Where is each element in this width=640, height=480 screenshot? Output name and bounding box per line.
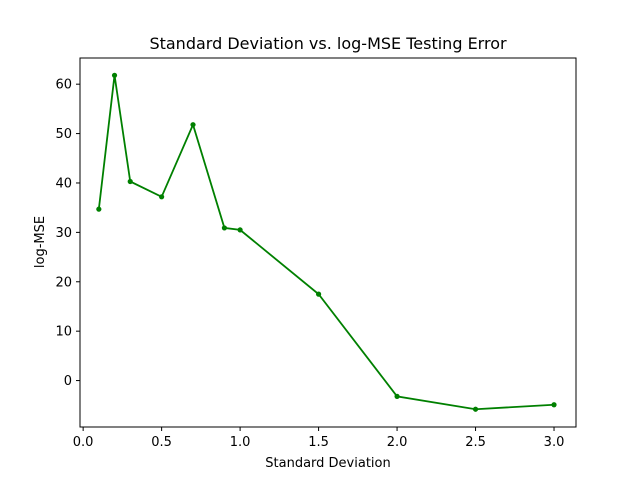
y-axis-label: log-MSE	[33, 216, 48, 268]
x-axis-label: Standard Deviation	[265, 456, 390, 471]
y-tick-label: 40	[55, 176, 72, 191]
x-axis-ticks: 0.0 0.5 1.0 1.5 2.0 2.5 3.0	[73, 427, 565, 450]
y-tick-label: 30	[55, 226, 72, 241]
y-axis-ticks: 0 10 20 30 40 50 60	[55, 78, 80, 389]
chart-title: Standard Deviation vs. log-MSE Testing E…	[149, 34, 507, 53]
y-tick-label: 10	[55, 325, 72, 340]
y-tick-label: 20	[55, 275, 72, 290]
series-points	[96, 72, 557, 412]
axes-frame	[79, 57, 577, 428]
x-tick-label: 2.0	[387, 435, 408, 450]
data-point	[159, 194, 165, 200]
x-tick-label: 1.5	[308, 435, 329, 450]
plot-area	[96, 72, 557, 412]
x-tick-label: 0.5	[151, 435, 172, 450]
data-point	[111, 72, 118, 78]
x-tick-label: 3.0	[544, 435, 565, 450]
data-point	[472, 406, 479, 412]
data-point	[96, 206, 102, 212]
data-point	[237, 227, 243, 233]
x-tick-label: 1.0	[230, 435, 251, 450]
x-tick-label: 0.0	[73, 435, 94, 450]
data-point	[551, 402, 557, 408]
data-point	[190, 122, 196, 128]
x-tick-label: 2.5	[465, 435, 486, 450]
data-point	[315, 291, 322, 297]
data-point	[221, 225, 228, 231]
data-point	[394, 393, 400, 399]
data-point	[127, 178, 133, 185]
y-tick-label: 60	[55, 78, 72, 93]
y-tick-label: 0	[64, 374, 72, 389]
y-tick-label: 50	[55, 127, 72, 142]
series-line	[97, 75, 555, 411]
